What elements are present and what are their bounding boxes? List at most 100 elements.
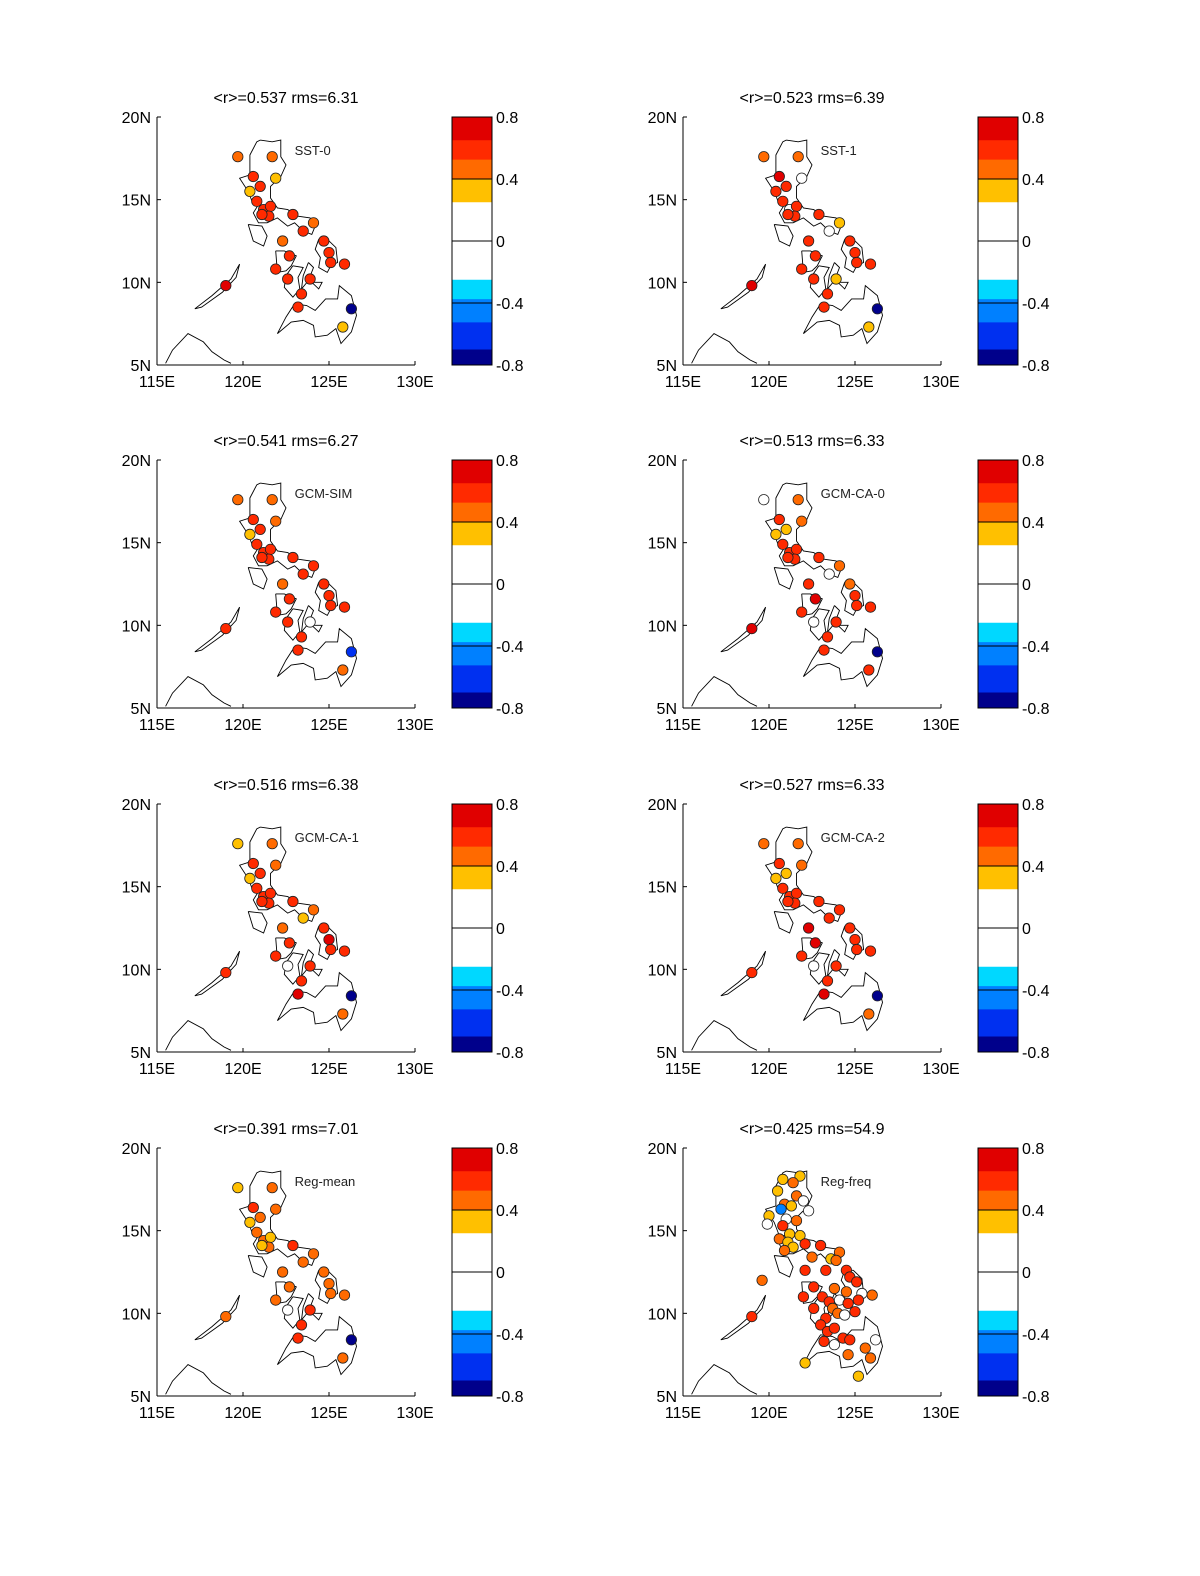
x-tick-label: 120E (224, 717, 261, 734)
colorbar: 0.8 0.4 0 -0.4 -0.8 (977, 110, 1050, 375)
colorbar-segment (452, 1306, 492, 1312)
colorbar-segment (978, 144, 1018, 149)
colorbar-segment (452, 151, 492, 157)
station-marker (851, 256, 863, 269)
colorbar-segment (978, 970, 1018, 975)
colorbar-segment (452, 900, 492, 906)
colorbar-segment (452, 1210, 492, 1215)
colorbar-segment (452, 483, 492, 488)
colorbar-segment (978, 1303, 1018, 1308)
colorbar-segment (452, 506, 492, 511)
colorbar: 0.8 0.4 0 -0.4 -0.8 (977, 1141, 1050, 1406)
colorbar-segment (978, 804, 1018, 809)
station-marker (256, 208, 268, 221)
coastline (165, 1364, 232, 1395)
colorbar-segment (978, 525, 1018, 531)
colorbar-segment (978, 1361, 1018, 1366)
colorbar-segment (978, 893, 1018, 898)
coastline (840, 925, 865, 961)
station-marker (292, 301, 304, 313)
colorbar-segment (978, 349, 1018, 354)
colorbar-segment (978, 1310, 1018, 1316)
colorbar-segment (978, 148, 1018, 153)
station-marker (849, 933, 861, 946)
colorbar-segment (452, 1202, 492, 1207)
station-marker (276, 578, 289, 590)
colorbar-tick-label: -0.8 (1022, 1045, 1050, 1062)
colorbar-tick-label: -0.4 (496, 1327, 524, 1344)
station-marker (295, 631, 308, 643)
station-marker (780, 180, 792, 192)
colorbar-segment (452, 549, 492, 554)
colorbar-segment (452, 696, 492, 701)
panel-label: Reg-mean (295, 1174, 356, 1189)
colorbar-segment (978, 1388, 1018, 1393)
station-marker (318, 578, 330, 590)
coastline (311, 968, 323, 977)
station-marker (247, 513, 259, 526)
coastline (826, 605, 841, 634)
colorbar-segment (978, 217, 1018, 223)
colorbar-segment (978, 275, 1018, 281)
colorbar-segment (452, 252, 492, 257)
colorbar-segment (978, 572, 1018, 577)
colorbar-segment (978, 529, 1018, 535)
colorbar-segment (978, 136, 1018, 141)
colorbar-segment (978, 1384, 1018, 1389)
station-marker (251, 882, 263, 894)
station-marker (796, 515, 808, 527)
colorbar-segment (452, 541, 492, 546)
colorbar-segment (978, 279, 1018, 285)
colorbar-segment (978, 467, 1018, 473)
station-marker (256, 1239, 268, 1252)
colorbar-segment (978, 1341, 1018, 1347)
colorbar-segment (452, 182, 492, 188)
station-marker (780, 523, 792, 536)
colorbar-segment (978, 974, 1018, 979)
station-marker (796, 172, 808, 184)
colorbar-segment (978, 1213, 1018, 1219)
colorbar-segment (978, 680, 1018, 686)
station-marker (295, 975, 308, 987)
colorbar-segment (452, 357, 492, 362)
colorbar-segment (452, 467, 492, 473)
colorbar-segment (452, 475, 492, 480)
colorbar-segment (978, 506, 1018, 511)
colorbar-segment (452, 522, 492, 527)
colorbar-segment (978, 353, 1018, 358)
station-marker (270, 606, 282, 618)
colorbar-segment (452, 642, 492, 647)
colorbar-segment (452, 935, 492, 941)
colorbar-segment (978, 1159, 1018, 1164)
colorbar-segment (452, 920, 492, 925)
station-marker (292, 988, 304, 1000)
colorbar-tick-label: -0.4 (1022, 983, 1050, 1000)
station-marker (270, 172, 282, 184)
colorbar-segment (452, 1330, 492, 1335)
colorbar-segment (978, 1182, 1018, 1188)
colorbar-segment (978, 334, 1018, 339)
colorbar-segment (978, 1372, 1018, 1378)
colorbar-segment (978, 1380, 1018, 1385)
station-marker (345, 990, 357, 1002)
station-marker (297, 1256, 309, 1268)
colorbar-segment (978, 692, 1018, 697)
colorbar: 0.8 0.4 0 -0.4 -0.8 (451, 1141, 524, 1406)
station-marker (813, 551, 825, 564)
station-marker (777, 1220, 789, 1232)
colorbar-segment (452, 700, 492, 705)
colorbar-segment (978, 595, 1018, 600)
colorbar-segment (978, 213, 1018, 219)
colorbar-segment (978, 1024, 1018, 1030)
colorbar-segment (978, 1206, 1018, 1211)
station-marker (821, 631, 834, 643)
colorbar-tick-label: 0.8 (1022, 1141, 1044, 1158)
station-marker (323, 247, 335, 259)
colorbar-segment (452, 124, 492, 130)
colorbar-tick-label: -0.4 (496, 983, 524, 1000)
colorbar-segment (452, 835, 492, 840)
station-marker (773, 857, 785, 870)
colorbar-segment (978, 1345, 1018, 1350)
colorbar-segment (978, 291, 1018, 296)
x-tick-label: 120E (224, 1405, 261, 1422)
